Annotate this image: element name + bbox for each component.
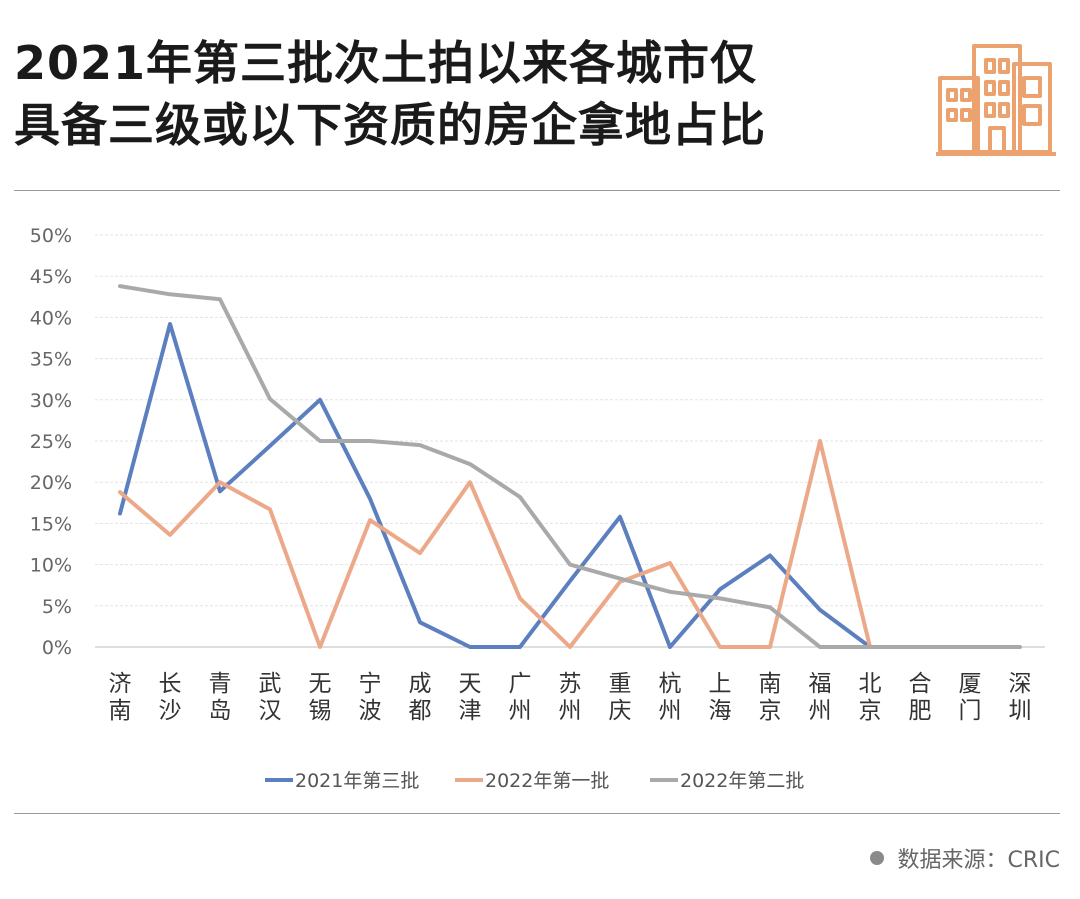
x-tick-label: 深 [1009, 671, 1032, 697]
y-tick-label: 0% [42, 637, 72, 659]
x-tick-label: 天 [459, 671, 482, 697]
x-tick-label: 福 [809, 671, 832, 697]
source-note: 数据来源：CRIC [869, 842, 1061, 874]
header-divider [14, 190, 1060, 191]
x-tick-label: 沙 [159, 698, 182, 724]
x-tick-label: 州 [809, 698, 832, 724]
x-tick-label: 杭 [659, 671, 682, 697]
title-line-2: 具备三级或以下资质的房企拿地占比 [14, 98, 766, 152]
line-chart: 0%5%10%15%20%25%30%35%40%45%50%济南长沙青岛武汉无… [30, 225, 1045, 792]
y-tick-label: 20% [30, 472, 72, 494]
x-tick-label: 无 [309, 671, 332, 697]
x-tick-label: 南 [759, 671, 782, 697]
title-line-1: 2021年第三批次土拍以来各城市仅 [14, 36, 758, 90]
y-tick-label: 50% [30, 225, 72, 247]
x-tick-label: 岛 [209, 698, 232, 724]
x-tick-label: 宁 [359, 671, 382, 697]
x-tick-label: 汉 [259, 698, 282, 724]
legend-label: 2022年第一批 [485, 770, 609, 792]
x-tick-label: 重 [609, 671, 632, 697]
chart-title: 2021年第三批次土拍以来各城市仅 具备三级或以下资质的房企拿地占比 [14, 32, 914, 156]
y-tick-label: 25% [30, 431, 72, 453]
bullet-dot-icon [869, 851, 884, 865]
x-tick-label: 青 [209, 671, 232, 697]
legend-label: 2022年第二批 [680, 770, 804, 792]
footer-divider [14, 813, 1060, 814]
series-line-1 [118, 322, 872, 649]
x-tick-label: 成 [409, 671, 432, 697]
x-tick-label: 州 [559, 698, 582, 724]
x-tick-label: 济 [109, 671, 132, 697]
x-tick-label: 京 [859, 698, 882, 724]
x-tick-label: 武 [259, 671, 282, 697]
y-tick-label: 15% [30, 513, 72, 535]
buildings-icon [936, 44, 1056, 156]
x-tick-label: 州 [509, 698, 532, 724]
x-tick-label: 海 [709, 698, 732, 724]
x-tick-label: 波 [359, 698, 382, 724]
x-tick-label: 肥 [909, 698, 932, 724]
x-tick-label: 圳 [1009, 698, 1032, 724]
x-tick-label: 津 [459, 698, 482, 724]
y-tick-label: 5% [42, 596, 72, 618]
series-line-3 [118, 284, 1022, 649]
x-tick-label: 京 [759, 698, 782, 724]
x-tick-label: 苏 [559, 671, 582, 697]
y-tick-label: 30% [30, 390, 72, 412]
x-tick-label: 北 [859, 671, 882, 697]
x-tick-label: 长 [159, 671, 182, 697]
x-tick-label: 南 [109, 698, 132, 724]
y-tick-label: 10% [30, 555, 72, 577]
x-tick-label: 合 [909, 671, 932, 697]
x-tick-label: 州 [659, 698, 682, 724]
x-tick-label: 上 [709, 671, 732, 697]
y-tick-label: 45% [30, 266, 72, 288]
x-tick-label: 门 [959, 698, 982, 724]
legend-label: 2021年第三批 [295, 770, 419, 792]
series-line-2 [118, 439, 872, 649]
x-tick-label: 锡 [309, 698, 332, 724]
x-tick-label: 广 [509, 671, 532, 697]
x-tick-label: 都 [409, 698, 432, 724]
y-tick-label: 35% [30, 349, 72, 371]
y-tick-label: 40% [30, 307, 72, 329]
x-tick-label: 厦 [959, 671, 982, 697]
x-tick-label: 庆 [609, 698, 632, 724]
source-text: 数据来源：CRIC [897, 848, 1061, 873]
